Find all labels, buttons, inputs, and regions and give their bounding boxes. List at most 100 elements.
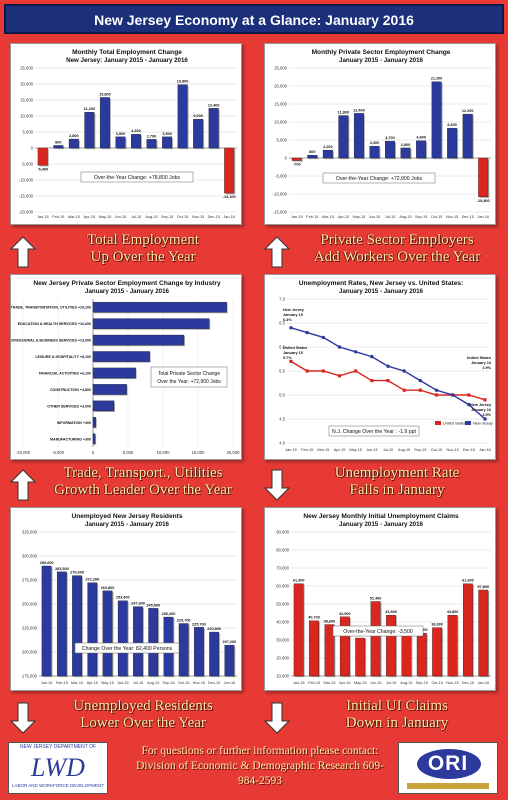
x-tick-label: Jun-15 [115, 215, 127, 219]
bar [115, 136, 126, 149]
y-tick-label: -15,000 [273, 210, 288, 215]
y-tick-label: 325,000 [22, 530, 38, 535]
bar [117, 600, 128, 677]
total-caption-line1: Total Employment [87, 232, 199, 248]
industry-caption-line2: Growth Leader Over the Year [54, 482, 232, 498]
callout-label: January 15 [283, 313, 303, 317]
x-tick-label: Apr-15 [334, 448, 345, 452]
y-tick-label: 10,000 [276, 674, 289, 679]
bar-value-label: 3,500 [162, 132, 172, 136]
change-annotation: N.J. Change Over the Year : -1.9 ppt [332, 429, 416, 435]
x-tick-label: Feb-15 [52, 215, 64, 219]
page-title: New Jersey Economy at a Glance: January … [94, 12, 414, 28]
bar-value-label: 11,200 [84, 107, 95, 111]
bar-value-label: 253,400 [116, 596, 130, 600]
data-point [434, 388, 439, 392]
x-tick-label: Jul-15 [386, 681, 396, 685]
x-tick-label: Jan-16 [224, 681, 236, 685]
bar [309, 620, 319, 677]
x-tick-label: Oct-15 [177, 215, 188, 219]
down-arrow-icon [264, 702, 290, 734]
x-tick-label: -5,000 [52, 450, 65, 455]
data-point [321, 369, 325, 373]
rate-caption-line2: Falls in January [349, 482, 445, 498]
category-label: MANUFACTURING +300 [50, 437, 91, 441]
change-annotation: Over-the-Year Change: +78,800 Jobs [94, 175, 181, 181]
bar-value-label: 61,300 [462, 579, 474, 583]
down-arrow-icon [10, 702, 36, 734]
y-tick-label: 0 [285, 156, 288, 161]
page-header: New Jersey Economy at a Glance: January … [4, 4, 504, 34]
x-tick-label: Jan-15 [41, 681, 53, 685]
total-caption: Total Employment Up Over the Year [10, 232, 242, 272]
change-annotation: Over-the-Year Change: -3,500 [343, 629, 413, 635]
x-tick-label: Jun-15 [370, 681, 382, 685]
bar [447, 615, 458, 677]
data-point [289, 326, 293, 330]
x-tick-label: Mar-15 [317, 448, 329, 452]
bar-value-label: 43,800 [447, 610, 459, 614]
bar [324, 624, 335, 677]
callout-label: New Jersey [283, 308, 305, 312]
bar [338, 115, 349, 159]
y-tick-label: 20,000 [20, 82, 33, 87]
data-point [418, 388, 422, 392]
x-tick-label: Nov-15 [193, 681, 205, 685]
y-tick-label: 225,000 [22, 626, 38, 631]
bar [386, 615, 396, 677]
bar [56, 571, 67, 677]
legend-swatch [465, 421, 471, 425]
bar [87, 582, 98, 677]
bar [37, 147, 48, 166]
callout-label: 4.5% [482, 413, 491, 417]
callout-label: 6.4% [283, 318, 292, 322]
bar [92, 384, 127, 395]
x-tick-label: Nov-15 [446, 215, 458, 219]
lwd-logo-mark: LWD [31, 753, 85, 782]
x-tick-label: May-15 [101, 681, 114, 685]
y-tick-label: 25,000 [274, 66, 287, 71]
category-label: CONSTRUCTION +4,800 [50, 388, 91, 392]
y-tick-label: -10,000 [19, 178, 34, 183]
data-point [321, 335, 326, 340]
bar [478, 157, 489, 198]
bar-value-label: 3,500 [116, 132, 126, 136]
x-tick-label: Jan-15 [285, 448, 297, 452]
y-tick-label: 6.0 [279, 345, 285, 350]
change-annotation-box [322, 172, 436, 184]
y-tick-label: -15,000 [19, 194, 34, 199]
x-tick-label: Oct-15 [431, 215, 442, 219]
bar [92, 318, 210, 329]
legend-label: New Jersey [473, 422, 493, 426]
x-tick-label: May-15 [349, 448, 362, 452]
unemployment-rate-chart: Unemployment Rates, New Jersey vs. Unite… [279, 280, 493, 452]
data-point [305, 330, 309, 335]
chart-title: New Jersey Monthly Initial Unemployment … [303, 513, 459, 520]
x-tick-label: Apr-15 [84, 215, 95, 219]
bar [92, 351, 150, 362]
private-caption: Private Sector Employers Add Workers Over… [264, 232, 496, 272]
change-annotation-box [80, 171, 194, 183]
callout-label: 4.9% [482, 366, 491, 370]
bar [370, 601, 381, 677]
x-tick-label: Jul-15 [385, 215, 395, 219]
x-tick-label: Nov-15 [192, 215, 204, 219]
bar-value-label: 21,200 [431, 77, 443, 81]
claims-caption: Initial UI Claims Down in January [264, 698, 496, 738]
bar-value-label: 263,800 [101, 586, 115, 590]
category-label: TRADE, TRANSPORTATION, UTILITIES +19,100 [11, 306, 91, 310]
bar-value-label: 800 [309, 150, 315, 154]
up-arrow-icon [264, 236, 290, 268]
bar [102, 590, 113, 677]
category-label: OTHER SERVICES +3,000 [47, 404, 91, 408]
x-tick-label: Nov-15 [447, 448, 459, 452]
bar-value-label: 40,700 [308, 616, 320, 620]
callout-label: New Jersey [470, 403, 492, 407]
y-tick-label: 15,000 [20, 98, 33, 103]
x-tick-label: Apr-15 [87, 681, 98, 685]
x-tick-label: Feb-15 [301, 448, 313, 452]
claims-caption-line1: Initial UI Claims [346, 698, 448, 714]
x-tick-label: 5,000 [123, 450, 134, 455]
bar-value-label: -700 [293, 163, 301, 167]
